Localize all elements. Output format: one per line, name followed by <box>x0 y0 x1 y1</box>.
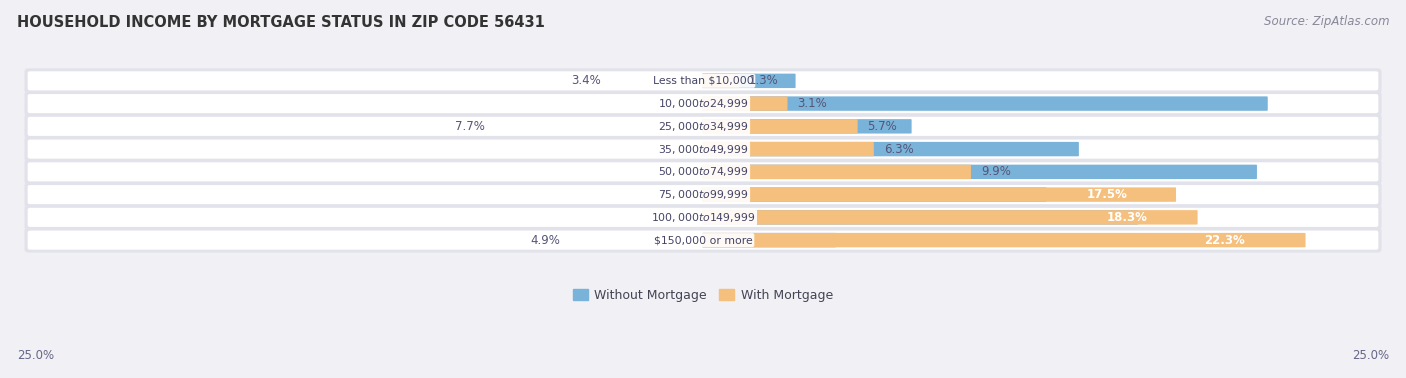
Text: 20.5%: 20.5% <box>288 165 329 178</box>
Text: 3.1%: 3.1% <box>797 97 827 110</box>
FancyBboxPatch shape <box>28 94 1378 113</box>
FancyBboxPatch shape <box>702 74 796 88</box>
FancyBboxPatch shape <box>702 187 1046 202</box>
Text: HOUSEHOLD INCOME BY MORTGAGE STATUS IN ZIP CODE 56431: HOUSEHOLD INCOME BY MORTGAGE STATUS IN Z… <box>17 15 544 30</box>
Text: 7.7%: 7.7% <box>454 120 485 133</box>
Text: 20.9%: 20.9% <box>280 97 321 110</box>
FancyBboxPatch shape <box>702 210 1198 225</box>
Text: $50,000 to $74,999: $50,000 to $74,999 <box>658 165 748 178</box>
FancyBboxPatch shape <box>28 162 1378 181</box>
Text: 9.9%: 9.9% <box>981 165 1011 178</box>
FancyBboxPatch shape <box>702 233 837 247</box>
Text: Source: ZipAtlas.com: Source: ZipAtlas.com <box>1264 15 1389 28</box>
FancyBboxPatch shape <box>24 136 1382 162</box>
FancyBboxPatch shape <box>24 182 1382 207</box>
Text: 17.5%: 17.5% <box>1087 188 1128 201</box>
FancyBboxPatch shape <box>702 96 787 111</box>
FancyBboxPatch shape <box>702 210 1139 225</box>
Text: 18.3%: 18.3% <box>1107 211 1147 224</box>
Text: $10,000 to $24,999: $10,000 to $24,999 <box>658 97 748 110</box>
Text: $100,000 to $149,999: $100,000 to $149,999 <box>651 211 755 224</box>
FancyBboxPatch shape <box>24 68 1382 93</box>
FancyBboxPatch shape <box>702 119 858 133</box>
Text: 16.1%: 16.1% <box>377 211 418 224</box>
FancyBboxPatch shape <box>28 71 1378 90</box>
Text: 6.3%: 6.3% <box>884 143 914 156</box>
FancyBboxPatch shape <box>702 233 1306 247</box>
Legend: Without Mortgage, With Mortgage: Without Mortgage, With Mortgage <box>568 284 838 307</box>
Text: 25.0%: 25.0% <box>17 349 53 362</box>
FancyBboxPatch shape <box>702 165 1257 179</box>
Text: 25.0%: 25.0% <box>1353 349 1389 362</box>
FancyBboxPatch shape <box>24 160 1382 184</box>
Text: $35,000 to $49,999: $35,000 to $49,999 <box>658 143 748 156</box>
FancyBboxPatch shape <box>702 165 972 179</box>
Text: 5.7%: 5.7% <box>868 120 897 133</box>
FancyBboxPatch shape <box>24 114 1382 139</box>
FancyBboxPatch shape <box>702 142 1078 156</box>
FancyBboxPatch shape <box>24 228 1382 253</box>
Text: $75,000 to $99,999: $75,000 to $99,999 <box>658 188 748 201</box>
FancyBboxPatch shape <box>28 185 1378 204</box>
Text: 1.3%: 1.3% <box>749 74 779 87</box>
FancyBboxPatch shape <box>28 231 1378 250</box>
FancyBboxPatch shape <box>28 139 1378 159</box>
Text: 3.4%: 3.4% <box>571 74 600 87</box>
Text: 4.9%: 4.9% <box>530 234 560 246</box>
Text: $25,000 to $34,999: $25,000 to $34,999 <box>658 120 748 133</box>
FancyBboxPatch shape <box>24 91 1382 116</box>
Text: 13.9%: 13.9% <box>422 143 463 156</box>
FancyBboxPatch shape <box>28 117 1378 136</box>
FancyBboxPatch shape <box>28 208 1378 227</box>
Text: 12.7%: 12.7% <box>446 188 486 201</box>
FancyBboxPatch shape <box>24 205 1382 230</box>
Text: Less than $10,000: Less than $10,000 <box>652 76 754 86</box>
FancyBboxPatch shape <box>702 119 911 133</box>
FancyBboxPatch shape <box>702 187 1175 202</box>
FancyBboxPatch shape <box>702 74 740 88</box>
Text: 22.3%: 22.3% <box>1204 234 1244 246</box>
FancyBboxPatch shape <box>702 96 1268 111</box>
Text: $150,000 or more: $150,000 or more <box>654 235 752 245</box>
FancyBboxPatch shape <box>702 142 875 156</box>
